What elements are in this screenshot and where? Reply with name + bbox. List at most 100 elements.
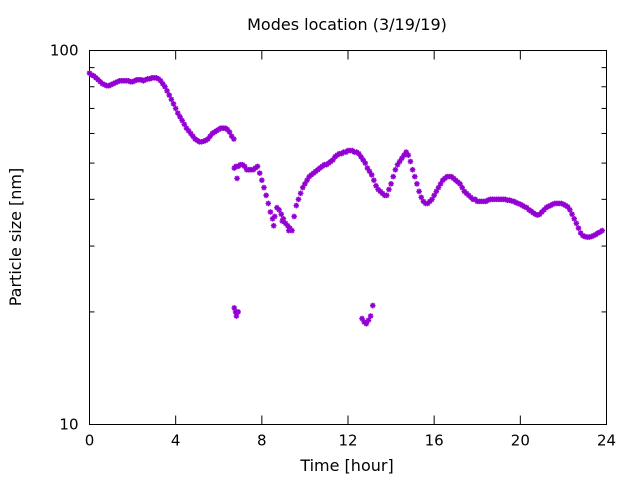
data-point xyxy=(521,204,528,210)
data-point xyxy=(304,177,310,183)
x-tick-label: 0 xyxy=(85,432,95,450)
data-point xyxy=(418,194,425,201)
data-point xyxy=(506,197,513,203)
data-point xyxy=(431,192,437,199)
data-point xyxy=(549,201,556,208)
data-point xyxy=(271,213,278,220)
data-point xyxy=(140,77,147,84)
data-point xyxy=(97,78,104,85)
data-point xyxy=(461,188,468,195)
data-point xyxy=(226,129,233,135)
data-point xyxy=(155,76,162,82)
data-point xyxy=(429,196,435,203)
data-point xyxy=(101,81,108,88)
data-point xyxy=(95,76,101,83)
data-point xyxy=(330,157,336,163)
data-point xyxy=(569,211,575,218)
data-point xyxy=(200,138,207,145)
data-point xyxy=(599,227,605,234)
data-point xyxy=(295,196,302,203)
data-point xyxy=(365,317,372,324)
data-point xyxy=(513,199,519,206)
x-axis-label: Time [hour] xyxy=(299,456,393,475)
data-point xyxy=(106,82,112,89)
data-point xyxy=(362,160,369,166)
x-tick-label: 4 xyxy=(171,432,181,450)
data-point xyxy=(279,218,286,224)
data-point xyxy=(433,188,440,195)
data-point xyxy=(459,184,465,191)
data-point xyxy=(125,77,132,84)
data-point xyxy=(234,175,240,182)
data-point xyxy=(411,173,418,180)
data-point xyxy=(147,76,153,82)
data-point xyxy=(465,192,472,199)
data-point xyxy=(577,230,584,236)
data-point xyxy=(424,200,431,207)
data-point xyxy=(142,76,149,83)
data-point xyxy=(153,75,160,81)
data-point xyxy=(274,204,280,211)
data-point xyxy=(235,309,241,315)
x-tick-label: 20 xyxy=(511,432,530,450)
axis-tick-labels: 0 4 8 12 16 20 24 10 100 xyxy=(50,42,616,450)
data-point xyxy=(407,158,414,165)
data-point xyxy=(108,81,114,88)
data-point xyxy=(386,186,392,193)
data-point xyxy=(241,163,248,170)
data-point xyxy=(287,225,293,231)
data-point xyxy=(371,177,377,183)
data-point xyxy=(190,133,196,140)
data-point xyxy=(263,192,269,199)
data-point xyxy=(358,153,364,160)
data-point xyxy=(457,181,463,187)
data-point xyxy=(416,188,422,195)
data-point xyxy=(539,209,545,215)
data-point xyxy=(224,126,231,133)
data-point xyxy=(396,158,403,165)
data-point xyxy=(366,168,373,175)
x-tick-label: 8 xyxy=(257,432,267,450)
data-point xyxy=(91,73,97,79)
data-point xyxy=(435,184,442,191)
data-point xyxy=(534,212,541,218)
data-point xyxy=(463,190,470,197)
data-point xyxy=(359,315,365,322)
data-point xyxy=(88,72,95,78)
data-point xyxy=(299,184,306,191)
data-points xyxy=(86,70,605,327)
data-point xyxy=(93,75,99,81)
data-point xyxy=(420,198,427,205)
data-point xyxy=(545,203,552,210)
data-point xyxy=(131,77,138,84)
x-tick-label: 16 xyxy=(425,432,444,450)
data-point xyxy=(399,155,405,162)
x-tick-label: 12 xyxy=(338,432,357,450)
data-point xyxy=(256,170,263,176)
data-point xyxy=(112,79,119,86)
data-point xyxy=(405,152,412,158)
data-point xyxy=(377,188,384,195)
data-point xyxy=(567,207,573,213)
data-point xyxy=(590,232,597,239)
data-point xyxy=(285,227,292,234)
data-point xyxy=(293,202,300,209)
data-point xyxy=(595,230,601,236)
data-point xyxy=(159,80,166,87)
data-point xyxy=(369,302,376,309)
data-point xyxy=(291,213,297,220)
data-point xyxy=(580,232,586,239)
data-point xyxy=(177,113,183,120)
data-point xyxy=(523,204,530,211)
data-point xyxy=(373,182,379,189)
data-point xyxy=(170,101,177,107)
data-point xyxy=(278,211,285,218)
data-point xyxy=(175,110,181,116)
data-point xyxy=(233,313,240,319)
data-point xyxy=(388,181,394,187)
data-point xyxy=(437,181,444,187)
data-point xyxy=(205,136,211,142)
data-point xyxy=(284,222,291,229)
y-tick-label: 10 xyxy=(59,416,78,434)
